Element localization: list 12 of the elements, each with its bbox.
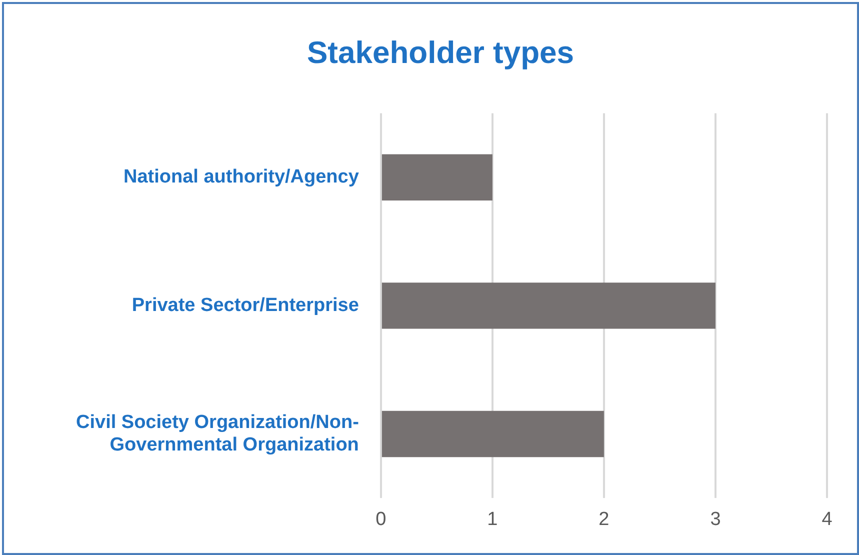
- x-tick-label: 0: [376, 508, 386, 530]
- x-tick-label: 3: [710, 508, 721, 530]
- x-tick-label: 4: [822, 508, 833, 530]
- x-tick-label: 1: [487, 508, 498, 530]
- bar: [382, 154, 492, 200]
- y-tick-label: Civil Society Organization/Non-Governmental Organization: [76, 412, 359, 456]
- y-tick-label: Private Sector/Enterprise: [132, 294, 359, 316]
- bar: [382, 410, 604, 458]
- x-tick-label: 2: [598, 508, 610, 530]
- y-tick-label: National authority/Agency: [124, 166, 360, 188]
- chart-title: Stakeholder types: [306, 35, 574, 70]
- bar: [382, 282, 716, 329]
